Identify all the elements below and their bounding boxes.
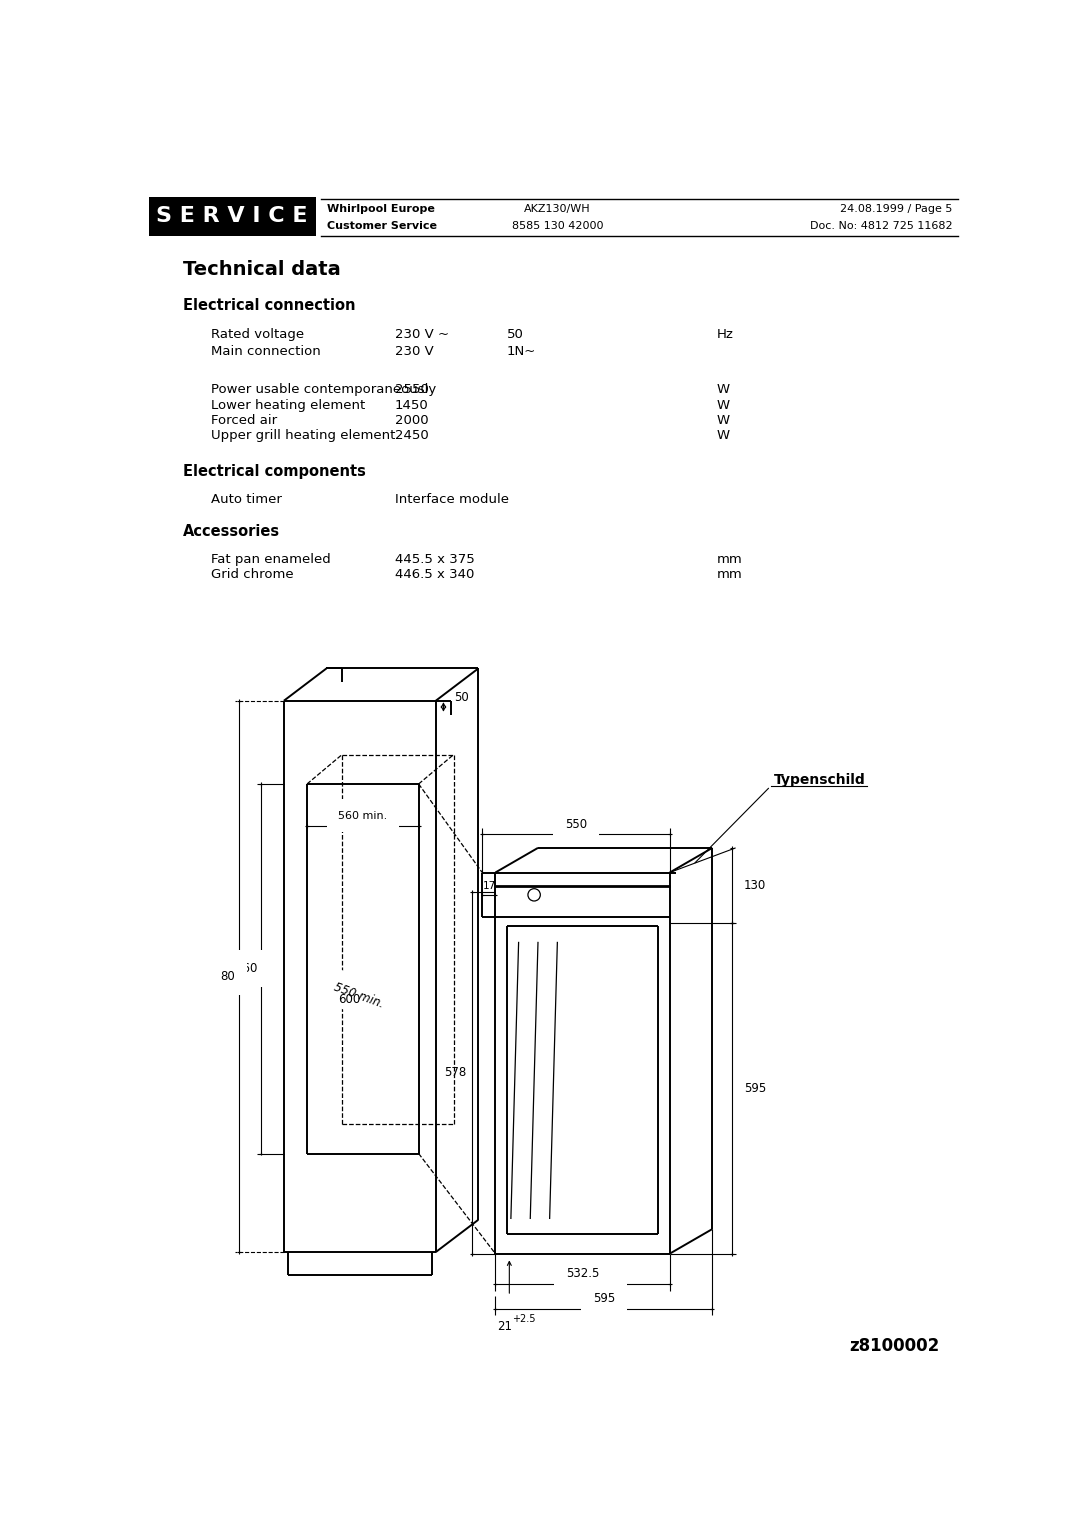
Text: Lower heating element: Lower heating element [211, 399, 365, 411]
Text: Typenschild: Typenschild [774, 773, 866, 787]
Text: Accessories: Accessories [183, 524, 280, 539]
Text: 578: 578 [444, 1067, 465, 1079]
Text: Fat pan enameled: Fat pan enameled [211, 553, 330, 565]
Text: 2000: 2000 [394, 414, 429, 426]
Text: 595: 595 [593, 1291, 615, 1305]
Text: 560 min.: 560 min. [338, 810, 388, 821]
FancyBboxPatch shape [149, 197, 315, 235]
Text: 80: 80 [220, 970, 235, 983]
Text: 600: 600 [338, 993, 361, 1005]
Text: 595: 595 [744, 1082, 767, 1094]
Text: 50: 50 [455, 691, 469, 704]
Text: 1N~: 1N~ [507, 345, 537, 358]
Text: W: W [716, 399, 729, 411]
Text: +2.5: +2.5 [512, 1314, 536, 1325]
Text: 50: 50 [507, 329, 524, 341]
Text: 460: 460 [235, 963, 258, 975]
Text: W: W [716, 429, 729, 443]
Text: Main connection: Main connection [211, 345, 321, 358]
Text: mm: mm [716, 553, 742, 565]
Text: 1450: 1450 [394, 399, 429, 411]
Text: 17: 17 [483, 880, 496, 891]
Text: mm: mm [716, 568, 742, 581]
Text: 230 V: 230 V [394, 345, 433, 358]
Text: 230 V ~: 230 V ~ [394, 329, 449, 341]
Text: 21: 21 [497, 1320, 512, 1334]
Text: W: W [716, 414, 729, 426]
Text: Upper grill heating element: Upper grill heating element [211, 429, 395, 443]
Text: 445.5 x 375: 445.5 x 375 [394, 553, 474, 565]
Text: 2550: 2550 [394, 384, 429, 396]
Text: 550: 550 [565, 819, 588, 831]
Text: Technical data: Technical data [183, 260, 341, 280]
Text: AKZ130/WH: AKZ130/WH [524, 203, 591, 214]
Text: z8100002: z8100002 [849, 1337, 940, 1355]
Text: Hz: Hz [716, 329, 733, 341]
Text: Power usable contemporaneously: Power usable contemporaneously [211, 384, 436, 396]
Text: W: W [716, 384, 729, 396]
Text: 24.08.1999 / Page 5: 24.08.1999 / Page 5 [840, 203, 953, 214]
Text: Rated voltage: Rated voltage [211, 329, 305, 341]
Text: Auto timer: Auto timer [211, 492, 282, 506]
Text: Electrical components: Electrical components [183, 465, 366, 478]
Text: Whirlpool Europe: Whirlpool Europe [327, 203, 435, 214]
Text: Forced air: Forced air [211, 414, 278, 426]
Text: 8585 130 42000: 8585 130 42000 [512, 220, 603, 231]
Text: Grid chrome: Grid chrome [211, 568, 294, 581]
Text: 446.5 x 340: 446.5 x 340 [394, 568, 474, 581]
Text: 532.5: 532.5 [566, 1267, 599, 1280]
Text: 2450: 2450 [394, 429, 429, 443]
Text: 130: 130 [744, 879, 767, 892]
Text: S E R V I C E: S E R V I C E [157, 206, 308, 226]
Text: Electrical connection: Electrical connection [183, 298, 355, 313]
Text: Doc. No: 4812 725 11682: Doc. No: 4812 725 11682 [810, 220, 953, 231]
Text: Customer Service: Customer Service [327, 220, 437, 231]
Text: Interface module: Interface module [394, 492, 509, 506]
Text: 550 min.: 550 min. [333, 981, 386, 1010]
